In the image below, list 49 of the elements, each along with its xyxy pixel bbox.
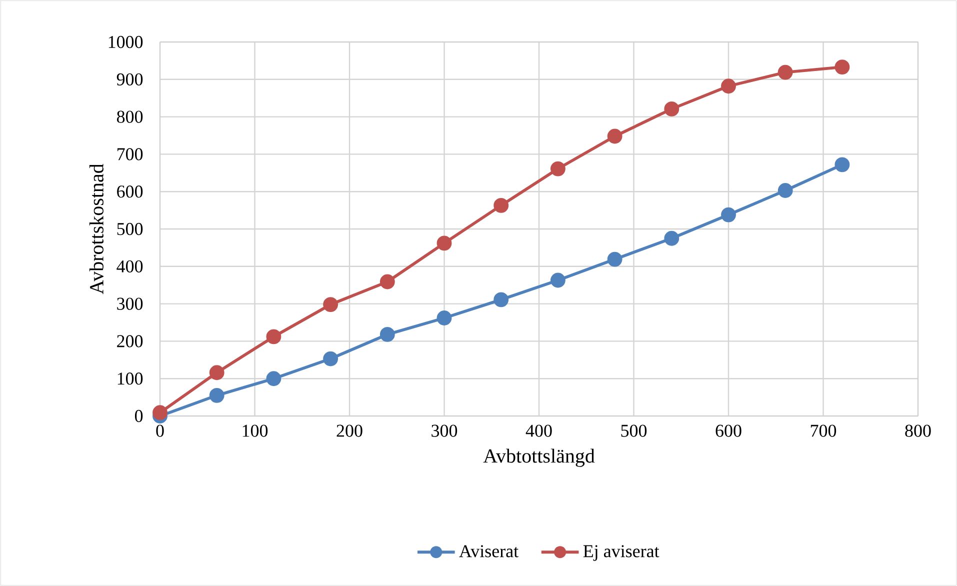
y-tick-label: 900 [116,73,143,86]
x-tick-label: 200 [336,424,362,437]
legend-label: Ej aviserat [583,545,660,561]
y-tick-label: 200 [117,335,143,348]
point [607,128,622,144]
point [209,388,224,403]
x-tick-label: 700 [810,424,836,437]
point [152,405,168,420]
point [494,198,509,213]
point [209,365,224,380]
point [436,310,452,326]
point [778,183,793,198]
x-tick-label: 400 [526,424,552,437]
point [380,326,395,342]
y-tick-label: 100 [118,372,143,385]
point [721,78,736,94]
point [664,101,680,116]
x-tick-label: 300 [432,424,458,437]
point [834,157,850,172]
x-tick-label: 600 [716,424,742,437]
point [323,351,338,366]
point [380,274,395,290]
y-tick-label: 400 [116,260,143,272]
point [834,60,850,75]
point [436,236,452,251]
point [550,161,566,176]
y-tick-label: 800 [116,110,143,123]
point [266,329,282,344]
y-tick-label: 600 [117,186,143,198]
point [266,371,282,386]
point [664,230,680,246]
x-tick-label: 0 [156,424,164,437]
x-tick-label: 100 [242,424,268,437]
y-axis-title: Avbrottskostnad [89,164,104,294]
point [721,207,736,222]
y-tick-label: 300 [117,298,143,310]
x-tick-label: 500 [621,424,647,437]
point [550,272,566,288]
y-tick-label: 500 [117,222,143,236]
y-tick-label: 0 [134,410,143,422]
x-tick-label: 800 [905,424,931,437]
point [494,292,509,308]
y-tick-label: 1000 [108,36,143,48]
point [778,64,793,80]
y-tick-label: 700 [117,148,143,160]
point [323,297,338,312]
x-axis-title: Avbtottslängd [483,448,595,467]
point [607,252,622,267]
legend-label: Aviserat [459,545,518,558]
